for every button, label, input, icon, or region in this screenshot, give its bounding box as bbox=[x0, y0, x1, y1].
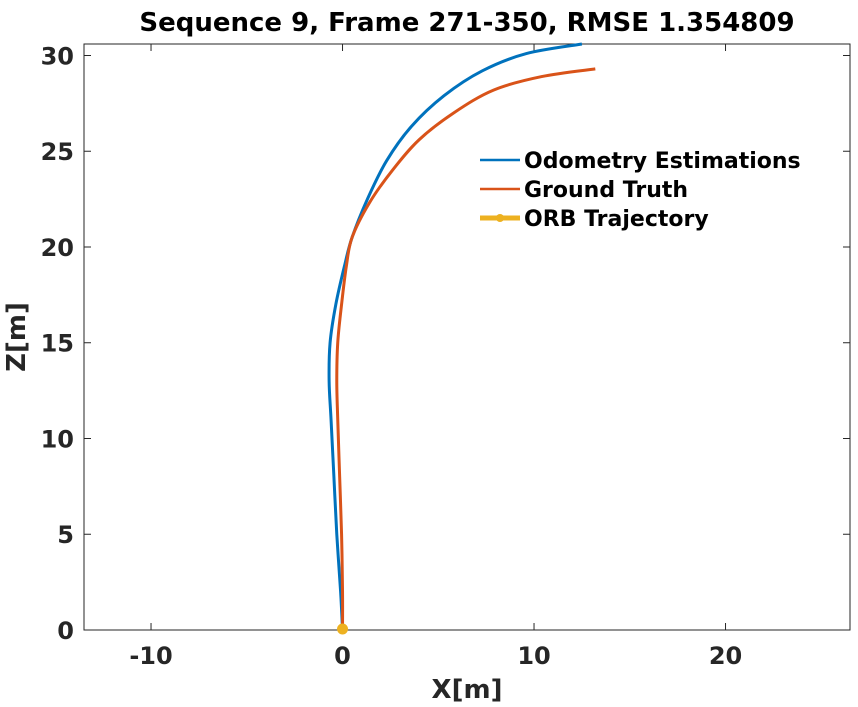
y-tick-label: 30 bbox=[41, 42, 74, 70]
y-tick-label: 25 bbox=[41, 138, 74, 166]
chart-title: Sequence 9, Frame 271-350, RMSE 1.354809 bbox=[139, 8, 794, 38]
series-line-1 bbox=[335, 67, 596, 631]
orb-trajectory-marker bbox=[337, 623, 349, 635]
plot-area bbox=[83, 43, 851, 631]
y-axis-label: Z[m] bbox=[2, 302, 32, 372]
series-line-0 bbox=[327, 42, 583, 631]
y-tick-label: 10 bbox=[41, 425, 74, 453]
legend: Odometry Estimations Ground Truth ORB Traj… bbox=[480, 149, 801, 232]
x-tick-label: -10 bbox=[129, 642, 172, 670]
y-tick-label: 15 bbox=[41, 330, 74, 358]
legend-entry: Ground Truth bbox=[524, 178, 688, 203]
y-tick-label: 0 bbox=[57, 617, 74, 645]
legend-entry: ORB Trajectory bbox=[524, 207, 709, 232]
legend-entry: Odometry Estimations bbox=[524, 149, 801, 174]
axis-ticks: -10 0 10 20 0 5 10 15 20 25 30 bbox=[41, 42, 850, 670]
y-tick-label: 20 bbox=[41, 234, 74, 262]
x-tick-label: 0 bbox=[334, 642, 351, 670]
legend-marker bbox=[496, 214, 504, 222]
y-tick-label: 5 bbox=[57, 521, 74, 549]
x-tick-label: 10 bbox=[517, 642, 550, 670]
x-tick-label: 20 bbox=[709, 642, 742, 670]
series-lines bbox=[327, 42, 596, 635]
x-axis-label: X[m] bbox=[432, 675, 503, 705]
